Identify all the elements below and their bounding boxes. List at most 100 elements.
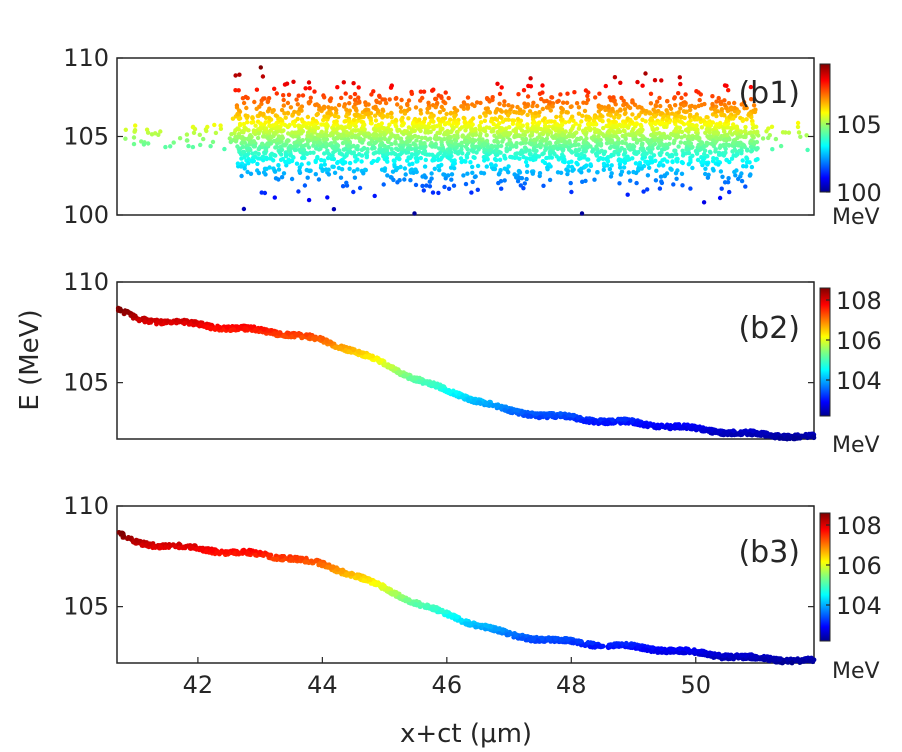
scatter-point (256, 131, 261, 136)
scatter-point (521, 88, 527, 93)
scatter-point (347, 166, 352, 171)
scatter-point (703, 166, 708, 171)
scatter-point (672, 95, 677, 100)
scatter-point (639, 166, 644, 171)
scatter-point (355, 157, 360, 162)
scatter-point (545, 165, 550, 170)
scatter-point (469, 148, 474, 153)
scatter-point (673, 148, 678, 153)
scatter-point (577, 136, 582, 142)
scatter-point (322, 151, 327, 156)
scatter-point (252, 99, 257, 105)
scatter-point (322, 158, 327, 163)
scatter-point (357, 113, 362, 118)
scatter-point (304, 332, 309, 337)
scatter-point (285, 100, 291, 106)
scatter-point (334, 130, 339, 136)
scatter-point (412, 211, 417, 216)
scatter-point (443, 90, 448, 95)
scatter-point (208, 144, 213, 149)
scatter-point (581, 128, 587, 133)
scatter-point (653, 121, 658, 127)
scatter-point (739, 151, 744, 156)
scatter-point (608, 154, 614, 159)
scatter-point (429, 114, 434, 119)
scatter-point (198, 322, 204, 328)
scatter-point (589, 135, 594, 141)
scatter-point (670, 159, 675, 164)
scatter-point (353, 106, 358, 111)
scatter-point (498, 127, 503, 133)
scatter-point (372, 140, 378, 146)
scatter-point (700, 159, 706, 164)
scatter-point (424, 183, 429, 188)
scatter-point (261, 170, 267, 175)
scatter-point (511, 118, 517, 123)
scatter-point (260, 134, 266, 139)
scatter-point (553, 126, 559, 131)
scatter-point (498, 134, 503, 139)
scatter-point (653, 178, 659, 183)
scatter-point (391, 177, 396, 183)
scatter-point (381, 182, 386, 187)
scatter-point (297, 165, 302, 170)
scatter-point (542, 126, 547, 132)
scatter-point (641, 151, 646, 157)
scatter-point (531, 146, 537, 151)
scatter-point (418, 108, 423, 113)
scatter-point (571, 133, 577, 138)
scatter-point (708, 134, 713, 139)
scatter-point (679, 114, 684, 120)
scatter-point (132, 313, 138, 319)
scatter-point (445, 131, 450, 136)
scatter-point (529, 142, 534, 147)
scatter-point (579, 119, 584, 124)
scatter-point (696, 103, 701, 109)
scatter-point (661, 163, 666, 168)
scatter-point (531, 100, 536, 106)
scatter-point (142, 319, 148, 325)
scatter-point (722, 129, 727, 134)
scatter-point (370, 146, 375, 151)
scatter-point (499, 186, 504, 191)
scatter-point (711, 156, 716, 161)
scatter-point (447, 143, 452, 148)
scatter-point (343, 140, 349, 145)
scatter-point (208, 325, 214, 331)
colorbar-tick-label: 108 (836, 287, 882, 315)
scatter-point (743, 104, 748, 109)
scatter-point (619, 159, 624, 164)
scatter-point (243, 127, 248, 132)
scatter-point (521, 186, 526, 191)
scatter-point (379, 167, 385, 172)
scatter-point (657, 95, 662, 101)
scatter-point (439, 155, 444, 160)
scatter-point (512, 109, 517, 115)
scatter-point (605, 420, 611, 425)
scatter-point (238, 146, 243, 151)
scatter-point (375, 158, 380, 163)
scatter-point (685, 127, 690, 132)
scatter-point (690, 425, 696, 431)
scatter-point (569, 164, 575, 170)
scatter-point (662, 133, 667, 139)
scatter-point (558, 92, 563, 97)
scatter-point (353, 135, 358, 140)
scatter-point (673, 113, 678, 118)
scatter-point (805, 147, 810, 153)
scatter-point (593, 151, 599, 156)
scatter-point (702, 148, 708, 153)
scatter-point (556, 98, 561, 104)
scatter-point (679, 95, 684, 101)
scatter-point (253, 150, 258, 155)
scatter-point (461, 173, 466, 178)
scatter-point (377, 93, 382, 99)
scatter-point (423, 157, 428, 163)
y-tick-label: 105 (63, 369, 109, 397)
scatter-point (478, 100, 483, 106)
scatter-point (621, 128, 626, 133)
scatter-point (652, 114, 658, 119)
scatter-point (442, 152, 447, 157)
